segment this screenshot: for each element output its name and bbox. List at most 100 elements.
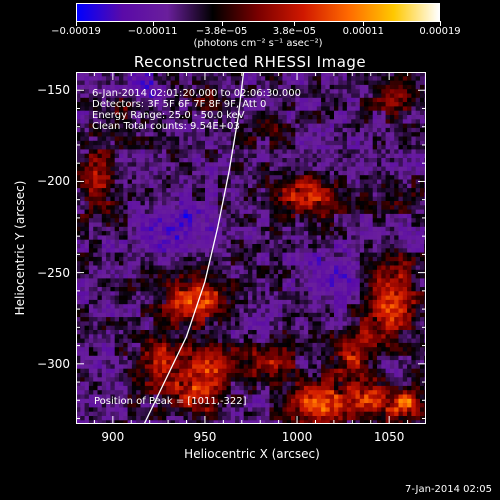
heatmap-cell	[205, 80, 210, 86]
heatmap-cell	[200, 274, 206, 279]
heatmap-cell	[183, 149, 189, 154]
heatmap-cell	[402, 93, 408, 99]
heatmap-cell	[252, 312, 257, 318]
heatmap-cell	[76, 132, 81, 137]
heatmap-cell	[260, 325, 266, 331]
heatmap-cell	[131, 162, 137, 167]
heatmap-cell	[273, 205, 279, 210]
heatmap-cell	[329, 127, 335, 133]
heatmap-cell	[97, 102, 103, 107]
heatmap-cell	[153, 145, 158, 150]
heatmap-cell	[217, 140, 223, 146]
heatmap-cell	[114, 93, 120, 99]
heatmap-cell	[144, 299, 150, 305]
heatmap-cell	[97, 235, 103, 240]
heatmap-cell	[106, 209, 111, 215]
heatmap-cell	[269, 110, 275, 116]
heatmap-cell	[342, 158, 348, 163]
heatmap-cell	[230, 248, 236, 253]
heatmap-cell	[162, 196, 167, 202]
heatmap-cell	[131, 76, 137, 81]
heatmap-cell	[205, 93, 210, 99]
heatmap-cell	[153, 183, 158, 189]
heatmap-cell	[256, 119, 262, 124]
heatmap-cell	[101, 291, 107, 296]
heatmap-cell	[235, 188, 240, 193]
heatmap-cell	[235, 239, 240, 245]
heatmap-cell	[269, 235, 275, 240]
heatmap-cell	[299, 287, 305, 292]
heatmap-cell	[166, 218, 171, 223]
heatmap-cell	[295, 218, 300, 223]
heatmap-cell	[299, 282, 305, 288]
heatmap-cell	[420, 269, 425, 275]
heatmap-cell	[303, 248, 309, 253]
heatmap-cell	[420, 170, 425, 176]
heatmap-cell	[166, 209, 171, 215]
heatmap-cell	[140, 235, 146, 240]
heatmap-cell	[140, 201, 146, 206]
heatmap-cell	[149, 205, 154, 210]
heatmap-cell	[295, 231, 300, 236]
heatmap-cell	[226, 226, 232, 232]
heatmap-cell	[101, 265, 107, 271]
heatmap-cell	[209, 192, 214, 197]
heatmap-cell	[93, 308, 98, 314]
heatmap-cell	[196, 102, 201, 107]
heatmap-cell	[325, 196, 330, 202]
heatmap-cell	[303, 325, 309, 331]
heatmap-cell	[200, 72, 206, 77]
heatmap-cell	[114, 317, 120, 322]
heatmap-cell	[398, 222, 404, 228]
heatmap-cell	[278, 235, 283, 240]
heatmap-cell	[239, 239, 244, 245]
heatmap-cell	[97, 269, 103, 275]
heatmap-cell	[325, 308, 330, 314]
heatmap-cell	[269, 209, 275, 215]
heatmap-cell	[136, 162, 141, 167]
heatmap-cell	[170, 282, 176, 288]
heatmap-cell	[174, 106, 180, 111]
heatmap-cell	[170, 209, 176, 215]
heatmap-cell	[402, 299, 408, 305]
heatmap-cell	[80, 282, 85, 288]
heatmap-cell	[88, 102, 94, 107]
heatmap-cell	[136, 265, 141, 271]
heatmap-cell	[170, 140, 176, 146]
heatmap-cell	[131, 89, 137, 94]
heatmap-cell	[97, 330, 103, 335]
heatmap-cell	[217, 325, 223, 331]
heatmap-cell	[187, 317, 193, 322]
heatmap-cell	[299, 84, 305, 90]
heatmap-cell	[273, 72, 279, 77]
heatmap-cell	[88, 231, 94, 236]
heatmap-cell	[196, 84, 201, 90]
heatmap-cell	[269, 308, 275, 314]
heatmap-cell	[334, 269, 339, 275]
heatmap-cell	[385, 235, 391, 240]
heatmap-cell	[278, 304, 283, 309]
heatmap-cell	[364, 84, 369, 90]
heatmap-cell	[411, 192, 416, 197]
heatmap-cell	[136, 89, 141, 94]
heatmap-cell	[291, 226, 296, 232]
heatmap-cell	[351, 244, 356, 249]
heatmap-cell	[200, 106, 206, 111]
heatmap-cell	[303, 252, 309, 258]
heatmap-cell	[222, 317, 227, 322]
heatmap-cell	[398, 256, 404, 262]
heatmap-cell	[205, 244, 210, 249]
heatmap-cell	[226, 269, 232, 275]
heatmap-cell	[170, 287, 176, 292]
heatmap-cell	[239, 235, 244, 240]
heatmap-cell	[243, 256, 249, 262]
heatmap-cell	[402, 261, 408, 266]
heatmap-cell	[415, 256, 421, 262]
heatmap-cell	[338, 123, 343, 129]
heatmap-cell	[119, 166, 124, 172]
heatmap-cell	[291, 119, 296, 124]
heatmap-cell	[359, 287, 365, 292]
heatmap-cell	[127, 76, 133, 81]
heatmap-cell	[308, 325, 313, 331]
heatmap-cell	[411, 84, 416, 90]
